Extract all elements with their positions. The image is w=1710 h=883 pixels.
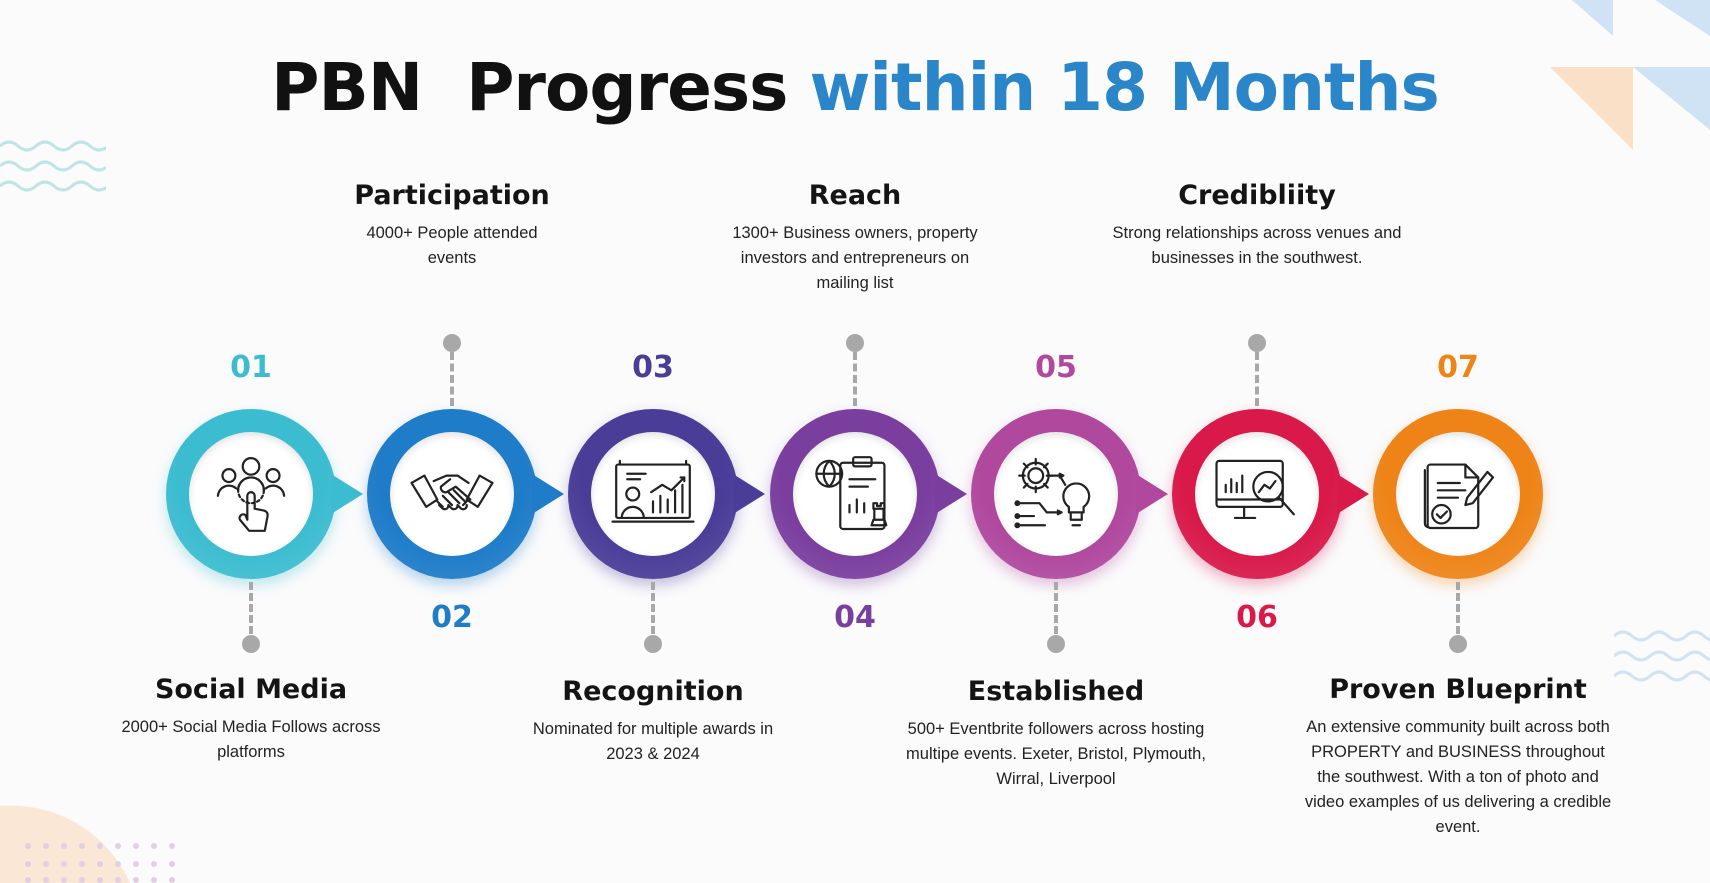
title-part-timeframe: within 18 Months bbox=[809, 49, 1439, 126]
step-label: Recognition Nominated for multiple award… bbox=[488, 676, 818, 767]
step-icon-circle bbox=[793, 432, 917, 556]
title-part-progress: Progress bbox=[466, 49, 788, 126]
title-part-pbn: PBN bbox=[271, 49, 423, 126]
connector-dot bbox=[644, 635, 662, 653]
step-title: Proven Blueprint bbox=[1329, 674, 1587, 705]
step-label: Credibliity Strong relationships across … bbox=[1077, 180, 1437, 271]
step-title: Established bbox=[967, 676, 1145, 707]
arrow-pointer bbox=[1337, 474, 1369, 514]
step-description: 4000+ People attended events bbox=[366, 224, 538, 267]
step-icon-circle bbox=[1195, 432, 1319, 556]
step-icon-circle bbox=[390, 432, 514, 556]
step-label: Established 500+ Eventbrite followers ac… bbox=[891, 676, 1221, 792]
analytics-monitor-icon bbox=[1215, 459, 1295, 520]
step-label: Social Media 2000+ Social Media Follows … bbox=[86, 674, 416, 765]
step-description: 500+ Eventbrite followers across hosting… bbox=[906, 720, 1206, 788]
connector-dash bbox=[853, 352, 857, 406]
step-icon-circle bbox=[994, 432, 1118, 556]
document-check-icon bbox=[1423, 463, 1495, 530]
step-icon-circle bbox=[189, 432, 313, 556]
step-label: Proven Blueprint An extensive community … bbox=[1293, 674, 1623, 840]
page-title: PBN Progress within 18 Months bbox=[0, 49, 1710, 126]
step-number: 05 bbox=[1035, 350, 1077, 385]
presentation-chart-icon bbox=[611, 459, 695, 523]
step-description: Strong relationships across venues and b… bbox=[1112, 224, 1402, 267]
arrow-pointer bbox=[532, 474, 564, 514]
connector-dot bbox=[443, 334, 461, 352]
connector-dash bbox=[1054, 582, 1058, 634]
step-description: An extensive community built across both… bbox=[1304, 718, 1612, 836]
step-number: 06 bbox=[1236, 600, 1278, 635]
connector-dash bbox=[1456, 582, 1460, 634]
step-label: Participation 4000+ People attended even… bbox=[287, 180, 617, 271]
connector-dash bbox=[651, 582, 655, 634]
connector-dot bbox=[846, 334, 864, 352]
arrow-pointer bbox=[935, 474, 967, 514]
step-number: 04 bbox=[834, 600, 876, 635]
step-description: 2000+ Social Media Follows across platfo… bbox=[121, 718, 381, 761]
connector-dot bbox=[1449, 635, 1467, 653]
step-title: Credibliity bbox=[1178, 180, 1336, 211]
step-icon-circle bbox=[591, 432, 715, 556]
gear-bulb-icon bbox=[1014, 457, 1091, 529]
arrow-pointer bbox=[733, 474, 765, 514]
step-title: Recognition bbox=[562, 676, 744, 707]
arrow-pointer bbox=[331, 474, 363, 514]
step-title: Participation bbox=[354, 180, 550, 211]
timeline-step-02: Participation 4000+ People attended even… bbox=[354, 180, 564, 635]
step-description: Nominated for multiple awards in 2023 & … bbox=[532, 720, 774, 763]
connector-dot bbox=[1248, 334, 1266, 352]
social-media-icon bbox=[216, 457, 286, 532]
timeline-step-07: 07 Proven Blueprint An extensive communi… bbox=[1305, 350, 1611, 836]
connector-dot bbox=[242, 635, 260, 653]
arrow-pointer bbox=[1136, 474, 1168, 514]
corner-circle-decoration bbox=[0, 805, 175, 883]
corner-triangles-decoration bbox=[1550, 0, 1710, 150]
timeline-step-06: Credibliity Strong relationships across … bbox=[1113, 180, 1402, 635]
connector-dash bbox=[1255, 352, 1259, 406]
step-number: 07 bbox=[1437, 350, 1479, 385]
step-number: 03 bbox=[632, 350, 674, 385]
timeline-step-04: Reach 1300+ Business owners, property in… bbox=[732, 180, 977, 635]
timeline-step-05: 05 Established 500+ Eventbrite followers… bbox=[906, 350, 1206, 788]
wave-lines-decoration-right bbox=[1614, 630, 1710, 682]
step-description: 1300+ Business owners, property investor… bbox=[732, 224, 978, 292]
strategy-clipboard-icon bbox=[815, 456, 888, 531]
wave-lines-decoration-left bbox=[0, 140, 106, 192]
connector-dash bbox=[450, 352, 454, 406]
step-number: 02 bbox=[431, 600, 473, 635]
step-number: 01 bbox=[230, 350, 272, 385]
timeline-step-01: 01 Social Media 2000+ Social Media Follo… bbox=[121, 350, 380, 761]
handshake-icon bbox=[410, 474, 494, 511]
step-title: Social Media bbox=[154, 674, 348, 705]
step-label: Reach 1300+ Business owners, property in… bbox=[690, 180, 1020, 296]
connector-dash bbox=[249, 582, 253, 634]
step-icon-circle bbox=[1396, 432, 1520, 556]
timeline-step-03: 03 Recognition Nominated for multiple aw… bbox=[533, 350, 773, 763]
connector-dot bbox=[1047, 635, 1065, 653]
step-title: Reach bbox=[808, 180, 902, 211]
